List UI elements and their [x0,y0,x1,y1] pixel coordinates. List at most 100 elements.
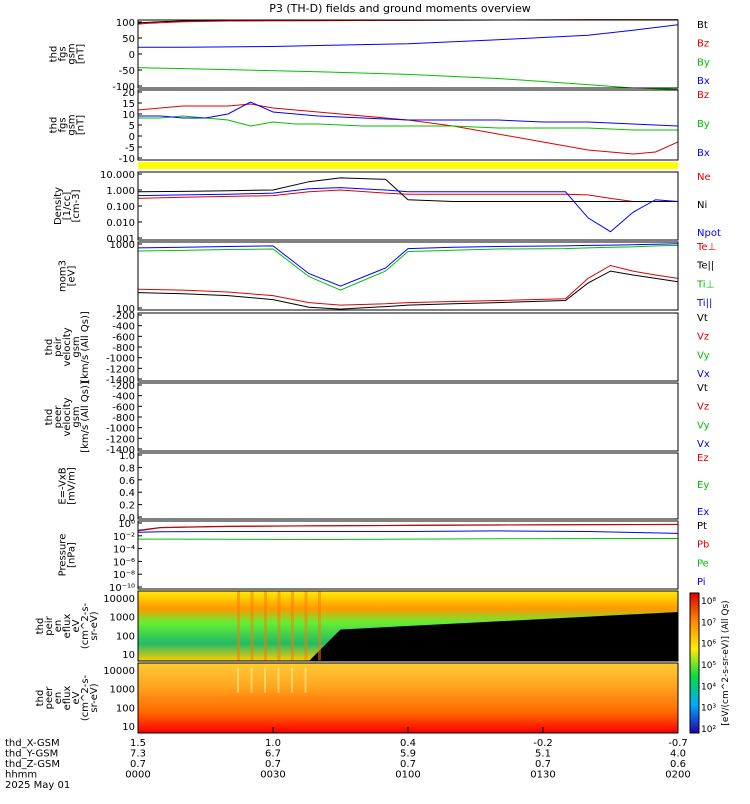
spectrogram-burst-band [237,591,240,661]
legend-label: Vx [697,439,710,450]
series-line-2 [138,101,678,127]
series-line-3 [138,243,678,287]
y-tick-label: 1000 [110,685,135,696]
y-axis-label: gsm [71,336,82,357]
y-tick-label: -10 [119,154,135,165]
colorbar-tick-label: 10⁴ [701,682,716,692]
series-line-1 [138,115,678,131]
y-tick-label: 15 [122,99,135,110]
y-tick-label: -200 [112,311,135,322]
spectrogram-heatmap [138,663,678,733]
y-axis-label: gsm [67,114,78,135]
y-tick-label: 1.000 [106,186,135,197]
y-axis-label: sr-eV) [89,611,100,640]
x-tick-label: 4.0 [670,749,686,760]
y-tick-label: 0.001 [106,234,135,245]
y-tick-label: -800 [112,413,135,424]
series-line-3 [138,24,678,48]
y-axis-label: eflux [62,686,73,711]
y-tick-label: -400 [112,322,135,333]
panel-frame [137,89,679,161]
y-axis-label: (cm^2-s- [80,674,91,721]
legend-label: Ti|| [696,298,712,309]
series-line-2 [138,538,678,541]
y-axis-label: [cm-3] [71,189,82,222]
series-line-2 [138,244,678,291]
y-axis-label: gsm [67,43,78,64]
series-line-0 [138,264,678,306]
legend-label: Ey [697,480,709,491]
y-tick-label: 0 [129,50,135,61]
y-axis-label: (cm^2-s- [80,602,91,649]
y-axis-label: thd [35,690,46,707]
series-line-2 [138,187,678,233]
legend-label: Ni [697,200,707,211]
y-axis-label: [eV] [67,266,78,287]
x-tick-label: 5.1 [535,749,551,760]
y-tick-label: -1200 [106,434,135,445]
x-axis-row-label: thd_X-GSM [5,738,60,749]
panel-frame [137,452,679,520]
y-tick-label: 10.000 [100,170,135,181]
y-axis-label: fgs [58,117,69,132]
legend-label: Bt [697,20,708,31]
colorbar [689,592,700,734]
panel-frame [137,19,679,89]
y-axis-label: velocity [62,327,73,366]
y-axis-label: thd [44,409,55,426]
y-axis-label: thd [44,339,55,356]
y-tick-label: -600 [112,332,135,343]
y-axis-label: mom3 [58,260,69,292]
colorbar-tick-label: 10⁸ [701,597,716,607]
colorbar-tick-label: 10³ [701,704,716,714]
y-tick-label: -5 [125,143,135,154]
x-tick-label: 1.0 [265,738,281,749]
legend-label: Vx [697,369,710,380]
panel-frame [137,312,679,382]
y-tick-label: 0.100 [106,202,135,213]
legend-label: Vy [697,350,710,361]
panel-frame [137,382,679,452]
colorbar-tick-label: 10² [701,725,716,735]
x-tick-label: -0.7 [668,738,688,749]
y-axis-label: E=-VxB [58,467,69,504]
legend-label: Npot [697,228,721,239]
spectrogram-burst-band [250,668,253,693]
legend-label: Pi [697,577,706,588]
x-axis-row-label: hhmm [5,770,37,781]
y-axis-label: [nPa] [67,542,78,568]
y-tick-label: 20 [122,88,135,99]
legend-label: Vt [697,383,708,394]
y-tick-label: 100 [116,304,135,315]
spectrogram-burst-band [304,591,308,661]
y-tick-label: -1400 [106,445,135,456]
y-axis-label: velocity [62,397,73,436]
y-tick-label: 10⁻⁸ [113,570,135,581]
legend-label: Bx [697,76,710,87]
x-tick-label: 0030 [260,770,285,781]
x-axis-row-label: thd_Z-GSM [5,759,60,770]
y-axis-label: en [53,692,64,705]
x-tick-label: -0.2 [533,738,553,749]
spectrogram-burst-band [277,668,280,693]
y-tick-label: 100 [116,703,135,714]
x-axis-row-label: 2025 May 01 [5,780,70,791]
y-tick-label: -1400 [106,375,135,386]
y-axis-label: Pressure [58,534,69,577]
legend-label: Ex [697,507,709,518]
x-tick-label: 5.9 [400,749,416,760]
x-tick-label: 0.6 [670,759,686,770]
y-tick-label: 1.0 [119,451,135,462]
y-tick-label: 10⁻¹⁰ [109,583,135,594]
y-tick-label: 1000 [110,613,135,624]
series-line-2 [138,67,678,90]
y-tick-label: 10⁰ [118,519,135,530]
quality-flag-bar [138,162,678,169]
spectrogram-burst-band [291,591,294,661]
legend-label: Vy [697,420,710,431]
y-tick-label: -1000 [106,354,135,365]
x-tick-label: 0200 [665,770,690,781]
y-axis-label: sr-eV) [89,683,100,712]
colorbar-tick-label: 10⁶ [701,640,716,650]
